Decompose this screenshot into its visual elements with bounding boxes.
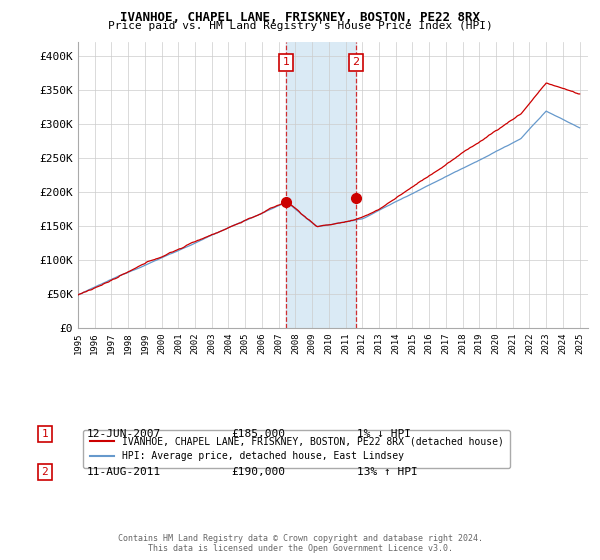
Text: 1: 1 xyxy=(283,58,290,67)
Text: 2: 2 xyxy=(352,58,359,67)
Text: IVANHOE, CHAPEL LANE, FRISKNEY, BOSTON, PE22 8RX: IVANHOE, CHAPEL LANE, FRISKNEY, BOSTON, … xyxy=(120,11,480,24)
Text: Contains HM Land Registry data © Crown copyright and database right 2024.
This d: Contains HM Land Registry data © Crown c… xyxy=(118,534,482,553)
Text: Price paid vs. HM Land Registry's House Price Index (HPI): Price paid vs. HM Land Registry's House … xyxy=(107,21,493,31)
Text: £185,000: £185,000 xyxy=(231,429,285,439)
Legend: IVANHOE, CHAPEL LANE, FRISKNEY, BOSTON, PE22 8RX (detached house), HPI: Average : IVANHOE, CHAPEL LANE, FRISKNEY, BOSTON, … xyxy=(83,430,511,468)
Text: 1% ↓ HPI: 1% ↓ HPI xyxy=(357,429,411,439)
Text: 1: 1 xyxy=(41,429,49,439)
Text: 13% ↑ HPI: 13% ↑ HPI xyxy=(357,467,418,477)
Text: 11-AUG-2011: 11-AUG-2011 xyxy=(87,467,161,477)
Text: £190,000: £190,000 xyxy=(231,467,285,477)
Text: 2: 2 xyxy=(41,467,49,477)
Bar xyxy=(286,42,356,328)
Text: 12-JUN-2007: 12-JUN-2007 xyxy=(87,429,161,439)
